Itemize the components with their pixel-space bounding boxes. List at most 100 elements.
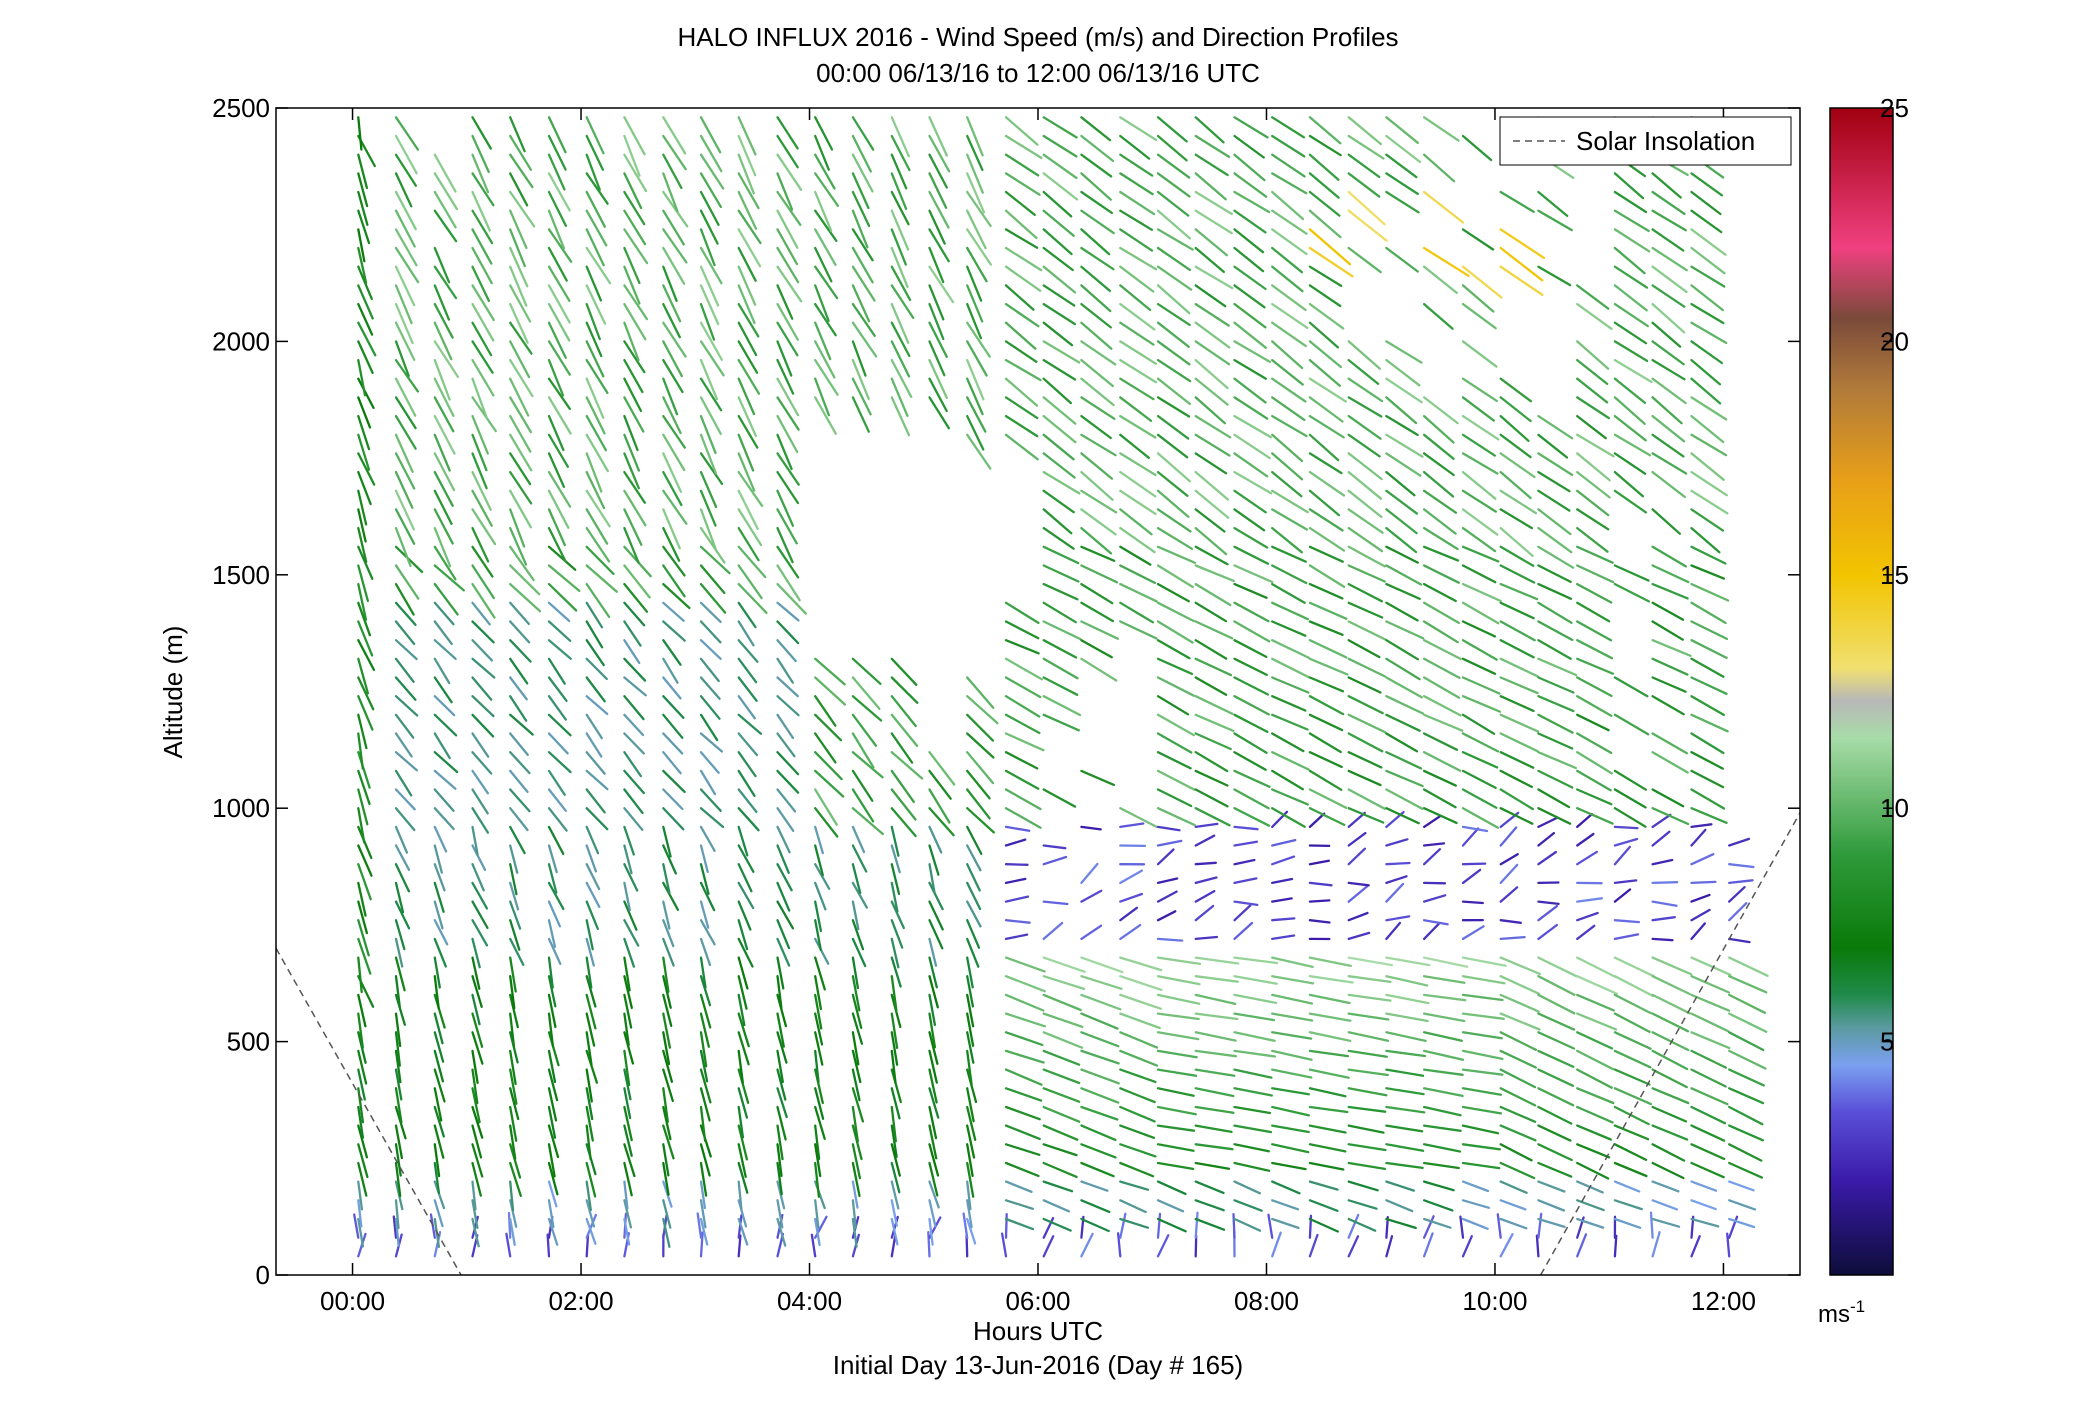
wind-vector: [509, 975, 516, 1010]
wind-vector: [890, 1199, 898, 1227]
wind-vector: [1651, 545, 1687, 568]
wind-vector: [1422, 1217, 1452, 1229]
wind-vector: [1537, 545, 1575, 569]
wind-vector: [433, 825, 448, 853]
wind-vector: [1156, 1180, 1187, 1196]
wind-vector: [890, 1180, 900, 1210]
wind-vector: [1194, 1180, 1225, 1195]
wind-vector: [1728, 993, 1767, 1014]
wind-vector: [1613, 713, 1650, 736]
wind-vector: [1690, 601, 1727, 625]
wind-vector: [547, 620, 572, 642]
wind-vector: [546, 1233, 551, 1258]
wind-vector: [814, 228, 837, 266]
wind-vector: [662, 340, 683, 378]
wind-vector: [1613, 396, 1646, 425]
wind-vector: [1690, 358, 1722, 386]
wind-vector: [1613, 993, 1652, 1015]
wind-vector: [1576, 975, 1619, 995]
wind-vector: [1690, 620, 1729, 641]
wind-vector: [851, 228, 874, 262]
wind-vector: [394, 340, 410, 378]
wind-vector: [1690, 1143, 1726, 1161]
wind-vector: [776, 807, 795, 832]
wind-vector: [1499, 751, 1535, 769]
wind-vector: [1347, 134, 1385, 160]
wind-vector: [1422, 848, 1442, 866]
wind-vector: [1156, 172, 1191, 198]
wind-vector: [1385, 1124, 1424, 1133]
wind-vector: [851, 1068, 861, 1102]
wind-vector: [776, 695, 800, 717]
wind-vector: [1042, 900, 1069, 906]
wind-vector: [1385, 414, 1419, 437]
wind-vector: [1537, 620, 1574, 642]
wind-vector: [966, 863, 981, 892]
wind-vector: [353, 1213, 360, 1239]
wind-vector: [394, 172, 413, 208]
wind-vector: [1576, 284, 1610, 310]
wind-vector: [1119, 975, 1163, 992]
wind-vector: [851, 116, 875, 151]
wind-vector: [699, 1049, 709, 1083]
wind-vector: [471, 508, 497, 546]
wind-vector: [851, 284, 871, 323]
wind-vector: [547, 1161, 559, 1196]
wind-vector: [1119, 1217, 1150, 1229]
wind-vector: [1690, 396, 1728, 421]
wind-vector: [433, 564, 465, 592]
wind-vector: [1499, 470, 1532, 500]
wind-vector: [1613, 888, 1632, 903]
wind-vector: [1461, 657, 1497, 675]
wind-vector: [1308, 769, 1343, 791]
wind-vector: [699, 713, 719, 742]
wind-vector: [394, 116, 420, 151]
wind-vector: [433, 1143, 441, 1178]
wind-vector: [928, 134, 951, 173]
wind-vector: [1651, 302, 1686, 334]
wind-vector: [585, 1233, 590, 1258]
wind-vector: [357, 620, 374, 657]
wind-vector: [737, 807, 760, 832]
wind-vector: [1080, 508, 1117, 536]
wind-vector: [814, 657, 846, 686]
wind-vector: [585, 172, 609, 205]
wind-vector: [1308, 265, 1343, 288]
wind-vector: [928, 265, 955, 304]
wind-vector: [776, 377, 800, 417]
wind-vector: [1651, 620, 1684, 641]
wind-vector: [1690, 751, 1724, 770]
wind-vector: [1042, 209, 1075, 237]
wind-vector: [394, 433, 414, 473]
wind-vector: [1537, 993, 1576, 1015]
wind-vector: [737, 1234, 742, 1258]
wind-vector: [737, 1217, 749, 1246]
wind-vector: [1347, 582, 1384, 603]
wind-vector: [1119, 489, 1157, 516]
wind-vector: [509, 396, 533, 434]
wind-vectors-layer: [353, 116, 1769, 1258]
wind-vector: [433, 1124, 445, 1159]
wind-vector: [1308, 713, 1344, 732]
wind-vector: [928, 807, 955, 837]
wind-vector: [1308, 1217, 1339, 1233]
wind-vector: [433, 284, 451, 321]
wind-vector: [394, 863, 411, 893]
wind-vector: [890, 1124, 898, 1158]
wind-vector: [1042, 526, 1075, 550]
wind-vector: [471, 358, 495, 397]
wind-vector: [1080, 639, 1113, 659]
wind-vector: [1042, 855, 1068, 866]
wind-vector: [1080, 545, 1116, 562]
wind-vector: [1119, 116, 1158, 142]
wind-vector: [1119, 377, 1155, 401]
wind-vector: [357, 228, 366, 263]
wind-vector: [1728, 1068, 1765, 1087]
wind-vector: [394, 358, 419, 393]
wind-vector: [776, 1124, 784, 1161]
wind-vector: [662, 134, 687, 171]
wind-vector: [928, 190, 950, 229]
wind-vector: [1537, 1049, 1575, 1068]
wind-vector: [662, 1161, 670, 1196]
wind-vector: [1042, 956, 1086, 973]
